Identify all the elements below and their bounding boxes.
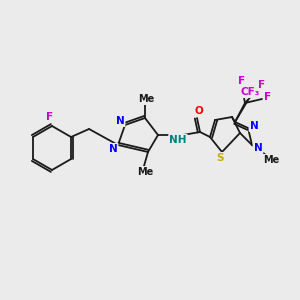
Text: F: F [258, 80, 266, 90]
Text: N: N [250, 121, 258, 131]
Text: Me: Me [138, 94, 154, 104]
Text: N: N [116, 116, 124, 126]
Text: NH: NH [169, 135, 187, 145]
Text: F: F [264, 92, 272, 102]
Text: O: O [195, 106, 203, 116]
Text: N: N [254, 143, 262, 153]
Text: Me: Me [263, 155, 279, 165]
Text: S: S [216, 153, 224, 163]
Text: F: F [46, 112, 54, 122]
Text: F: F [238, 76, 246, 86]
Text: CF₃: CF₃ [240, 87, 260, 97]
Text: Me: Me [137, 167, 153, 177]
Text: N: N [109, 144, 117, 154]
